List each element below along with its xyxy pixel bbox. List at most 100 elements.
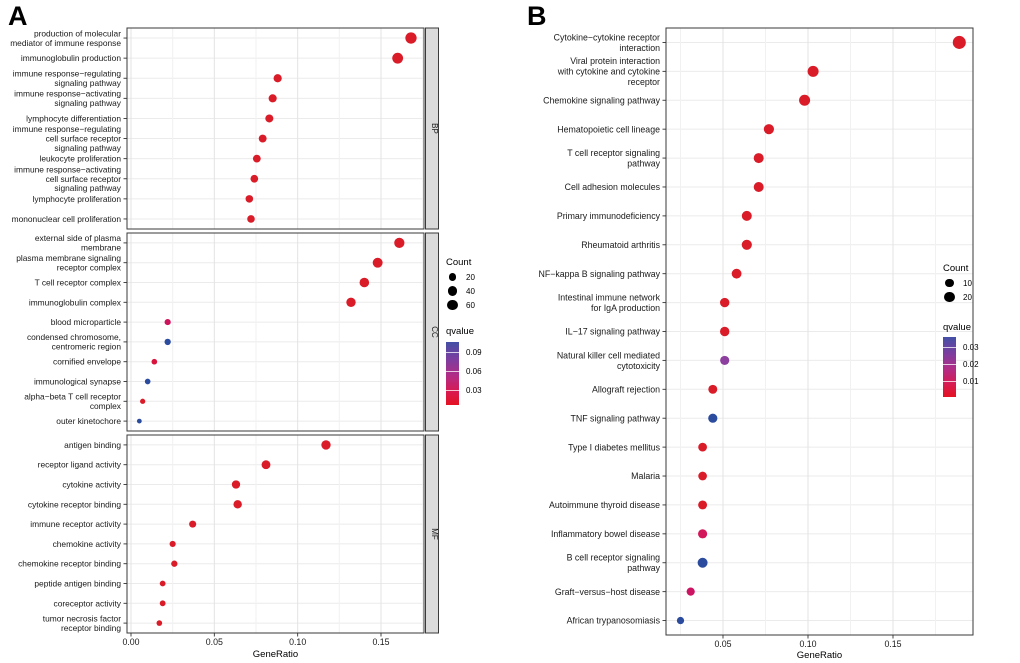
data-point (686, 587, 695, 596)
y-axis-label: immune response−activating cell surface r… (14, 164, 122, 193)
y-axis-label: condensed chromosome, centromeric region (27, 332, 121, 351)
qvalue-colorbar (446, 342, 459, 405)
data-point (159, 580, 166, 587)
facet-bp: production of molecular mediator of immun… (10, 27, 439, 230)
data-point (720, 297, 730, 308)
y-axis-label: Malaria (631, 471, 660, 481)
data-point (169, 540, 176, 547)
y-axis-label: cytokine activity (62, 480, 121, 490)
data-point (258, 134, 267, 143)
y-axis-label: immunological synapse (34, 377, 121, 387)
x-tick-label: 0.05 (714, 639, 731, 649)
x-tick-label: 0.05 (206, 637, 223, 647)
data-point (252, 154, 261, 163)
data-point (394, 237, 405, 249)
y-axis-label: immune response−regulating signaling path… (13, 69, 122, 88)
y-axis-label: external side of plasma membrane (35, 233, 121, 252)
count-legend-title: Count (943, 263, 969, 274)
data-point (136, 418, 142, 424)
qvalue-tick-label: 0.03 (963, 343, 979, 352)
panel-b-plot: Cytokine−cytokine receptor interaction Vir… (538, 27, 974, 661)
y-axis-label: tumor necrosis factor receptor binding (43, 613, 122, 632)
data-point (359, 277, 370, 288)
data-point (159, 600, 166, 607)
count-dot-label: 10 (963, 278, 972, 288)
y-axis-label: Allograft rejection (592, 384, 660, 394)
count-dot-label: 60 (466, 300, 475, 310)
data-point (799, 94, 811, 106)
colorbar-tick (446, 390, 459, 391)
y-axis-label: T cell receptor complex (35, 278, 122, 288)
x-axis-title: GeneRatio (797, 650, 842, 661)
count-dot (448, 273, 457, 281)
legend-b: Count 10 20 qvalue 0.03 0.02 0.01 (943, 261, 1015, 406)
data-point (698, 471, 707, 481)
y-axis-label: coreceptor activity (54, 598, 122, 608)
count-dot-label: 20 (466, 272, 475, 282)
data-point (268, 94, 277, 103)
count-dot-box (943, 278, 956, 288)
y-axis-label: production of molecular mediator of immun… (10, 28, 121, 47)
count-legend-item: 60 (446, 298, 475, 312)
count-legend-item: 20 (446, 270, 475, 284)
data-point (250, 174, 259, 183)
count-dot-box (943, 291, 956, 303)
y-axis-label: peptide antigen binding (34, 579, 121, 589)
data-point (231, 480, 241, 489)
y-axis-label: blood microparticle (51, 317, 122, 327)
data-point (233, 500, 242, 509)
data-point (265, 114, 274, 123)
data-point (321, 440, 331, 450)
y-axis-label: immune response−activating signaling path… (14, 89, 122, 108)
y-axis-label: immune response−regulating cell surface r… (13, 124, 122, 153)
qvalue-tick-label: 0.09 (466, 348, 482, 357)
panel-border (126, 27, 425, 230)
data-point (698, 529, 708, 539)
y-axis-label: Natural killer cell mediated cytotoxicity (557, 350, 661, 371)
data-point (151, 358, 158, 365)
data-point (952, 35, 966, 49)
facet-strip-label: BP (430, 123, 439, 134)
data-point (171, 560, 178, 567)
qvalue-colorbar (943, 337, 956, 397)
data-point (753, 181, 764, 192)
count-dot (447, 286, 458, 296)
x-tick-label: 0.15 (884, 639, 901, 649)
data-point (261, 460, 271, 470)
y-axis-label: chemokine receptor binding (18, 559, 121, 569)
y-axis-label: NF−kappa B signaling pathway (538, 269, 660, 279)
qvalue-tick-label: 0.06 (466, 367, 482, 376)
y-axis-label: lymphocyte differentiation (26, 113, 121, 123)
count-legend-item: 10 (943, 276, 972, 290)
panel-border (126, 232, 425, 432)
y-axis-label: cornified envelope (53, 357, 121, 367)
y-axis-label: immune receptor activity (30, 519, 122, 529)
panel-a-label: A (8, 1, 28, 31)
x-axis-title: GeneRatio (253, 649, 298, 660)
y-axis-label: mononuclear cell proliferation (12, 214, 122, 224)
y-axis-label: IL−17 signaling pathway (565, 327, 660, 337)
data-point (405, 32, 417, 44)
count-dot (944, 291, 955, 303)
y-axis-label: chemokine activity (53, 539, 122, 549)
y-axis-label: Type I diabetes mellitus (568, 442, 661, 452)
facet-strip (425, 434, 439, 634)
y-axis-label: Inflammatory bowel disease (551, 529, 660, 539)
y-axis-label: Hematopoietic cell lineage (557, 124, 660, 134)
y-axis-label: Viral protein interaction with cytokine a… (557, 56, 660, 87)
y-axis-label: Rheumatoid arthritis (581, 240, 660, 250)
y-axis-label: cytokine receptor binding (28, 499, 121, 509)
count-legend-item: 20 (943, 290, 972, 304)
data-point (763, 124, 774, 135)
y-axis-label: Graft−versus−host disease (555, 587, 660, 597)
qvalue-tick-label: 0.03 (466, 386, 482, 395)
qvalue-tick-label: 0.01 (963, 377, 979, 386)
facet-strip (425, 27, 439, 230)
facet-strip-label: CC (430, 326, 439, 338)
y-axis-label: African trypanosomiasis (567, 616, 661, 626)
count-legend-item: 40 (446, 284, 475, 298)
data-point (741, 239, 752, 250)
data-point (247, 215, 255, 223)
